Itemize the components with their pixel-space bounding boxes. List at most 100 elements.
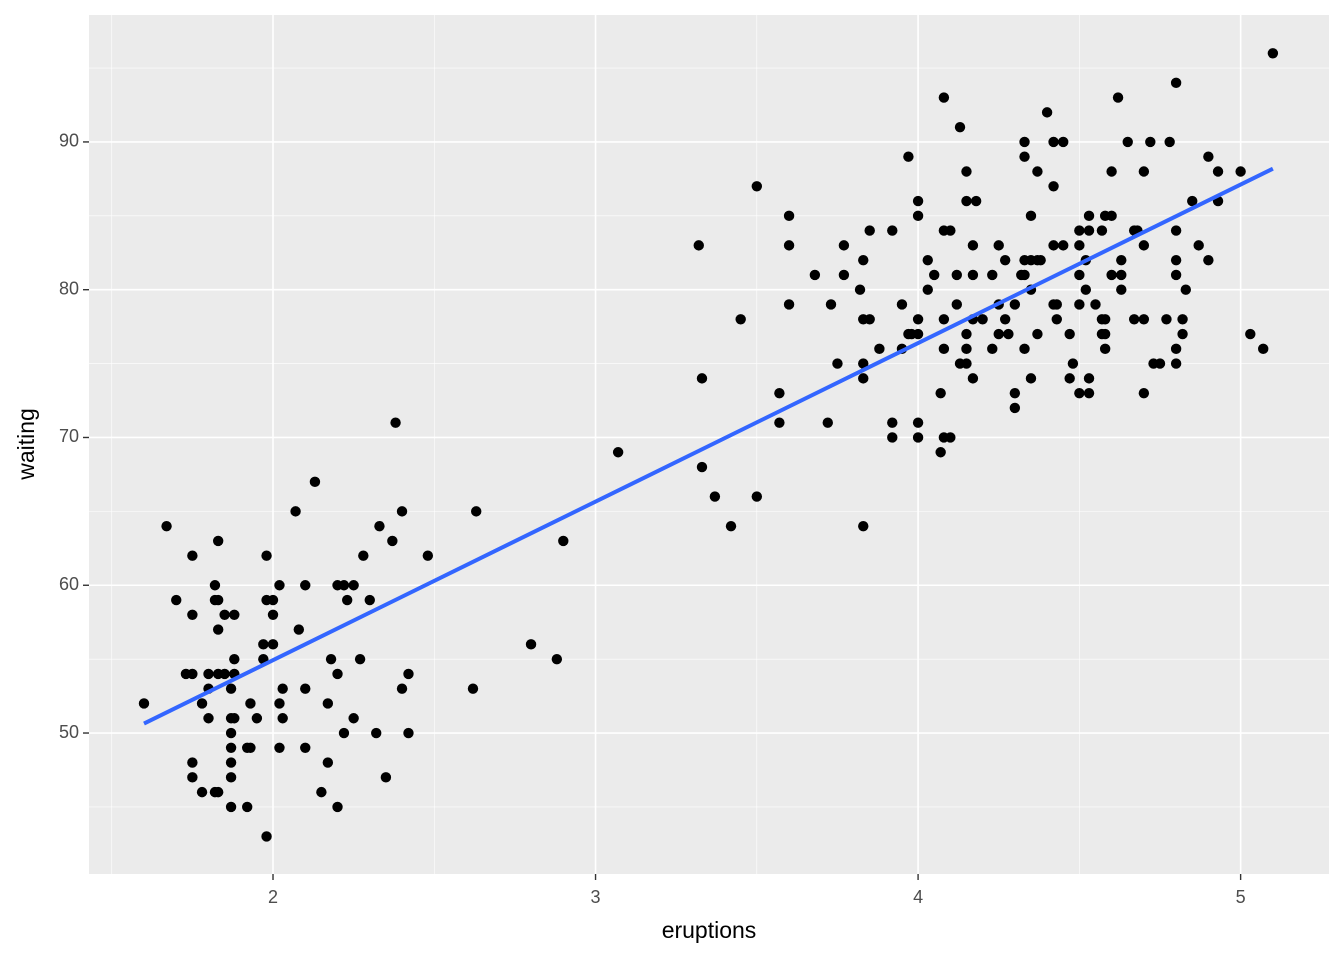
point [961,328,972,340]
point [999,314,1011,325]
point [1170,225,1182,236]
point [967,269,979,281]
point [551,653,563,665]
point [751,491,763,502]
point [1112,92,1124,103]
point [161,520,172,532]
point [1170,358,1182,369]
point [403,668,414,680]
point [467,683,479,694]
point [832,358,843,369]
point [977,314,988,325]
point [1161,314,1172,325]
point [1170,269,1182,281]
point [225,742,237,754]
fit-line [143,166,1274,726]
point [380,772,392,783]
point [300,683,311,694]
point [1180,284,1191,295]
point [929,269,940,281]
point [709,491,721,502]
point [1019,269,1030,281]
point [945,432,956,443]
point [1170,254,1182,266]
point [1122,136,1133,148]
point [1032,328,1043,340]
y-tick-label: 80 [59,278,79,298]
point [987,343,998,355]
point [1090,299,1101,310]
point [209,580,221,591]
point [1083,387,1095,399]
point [138,698,150,709]
point [1083,373,1095,384]
point [1041,107,1053,118]
point [858,254,869,266]
point [951,269,962,281]
point [212,786,224,798]
point [187,550,198,561]
point [1019,136,1030,148]
y-tick-label: 70 [59,426,79,446]
point [277,713,288,724]
point [274,742,285,754]
point [267,594,279,606]
point [1051,314,1062,325]
point [858,358,869,369]
point [322,698,334,709]
point [187,668,198,680]
point [1116,269,1127,281]
point [1019,343,1030,355]
point [1258,343,1269,355]
point [822,417,833,428]
point [1048,136,1059,148]
point [987,269,998,281]
point [1074,269,1085,281]
point [938,343,950,355]
point [261,550,272,561]
point [912,314,924,325]
point [838,269,850,281]
x-tick-label: 4 [913,887,923,907]
point [1009,299,1021,310]
point [696,373,708,384]
point [912,210,924,222]
point [967,373,979,384]
point [293,624,305,635]
point [219,668,230,680]
point [1074,225,1085,236]
point [1032,166,1043,177]
point [735,314,746,325]
point [1074,240,1085,251]
point [1187,195,1198,207]
point [225,727,237,739]
point [171,594,182,606]
point [316,786,327,798]
point [261,831,272,842]
point [196,786,208,798]
point [970,195,982,207]
point [896,299,908,310]
x-tick-label: 5 [1236,887,1246,907]
point [396,506,408,517]
point [471,506,482,517]
point [912,432,924,443]
point [1106,210,1117,222]
point [999,254,1011,266]
point [1116,254,1127,266]
point [1106,269,1117,281]
point [693,240,704,251]
point [1080,284,1092,295]
point [774,387,785,399]
point [783,210,795,222]
point [338,580,350,591]
point [1267,48,1279,59]
x-tick-label: 2 [268,887,278,907]
point [612,447,624,458]
point [212,594,224,606]
point [858,520,869,532]
point [374,520,385,532]
point [203,668,214,680]
point [225,757,237,768]
point [1128,314,1140,325]
